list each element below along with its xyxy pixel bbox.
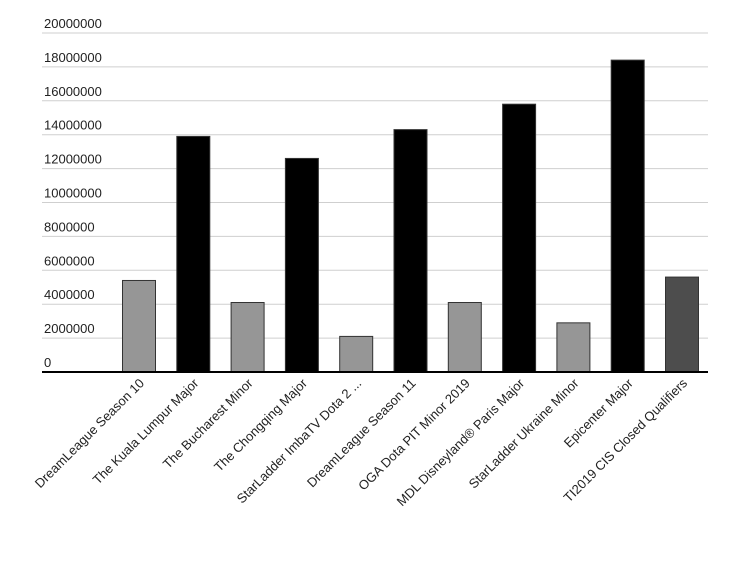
bar	[447, 302, 482, 373]
bar	[556, 322, 591, 373]
x-category-label: The Bucharest Minor	[160, 375, 256, 471]
bar	[665, 276, 699, 373]
bar	[610, 59, 645, 373]
bar	[122, 279, 156, 373]
bar	[176, 135, 211, 373]
y-tick-label: 14000000	[44, 118, 102, 133]
y-tick-label: 0	[44, 355, 51, 370]
y-tick-label: 18000000	[44, 50, 102, 65]
y-tick-label: 20000000	[44, 16, 102, 31]
bar	[230, 302, 265, 373]
x-category-label: DreamLeague Season 11	[304, 376, 419, 491]
bar	[339, 335, 374, 373]
y-tick-label: 4000000	[44, 287, 95, 302]
y-tick-label: 10000000	[44, 186, 102, 201]
y-tick-label: 12000000	[44, 152, 102, 167]
y-tick-label: 8000000	[44, 219, 95, 234]
x-category-label: StarLadder Ukraine Minor	[466, 375, 582, 491]
y-tick-label: 16000000	[44, 84, 102, 99]
x-category-label: The Kuala Lumpur Major	[90, 375, 202, 487]
y-axis-tick-labels: 0 2000000 4000000 6000000 8000000 10000000 120…	[44, 16, 102, 370]
y-tick-label: 6000000	[44, 253, 95, 268]
bar	[284, 157, 319, 373]
y-tick-label: 2000000	[44, 321, 95, 336]
x-category-label: DreamLeague Season 10	[32, 376, 147, 491]
x-category-label: The Chongqing Major	[211, 375, 310, 474]
bar	[393, 129, 428, 373]
bar	[502, 103, 537, 373]
x-category-label: OGA Dota PIT Minor 2019	[355, 376, 473, 494]
bars	[122, 59, 699, 373]
